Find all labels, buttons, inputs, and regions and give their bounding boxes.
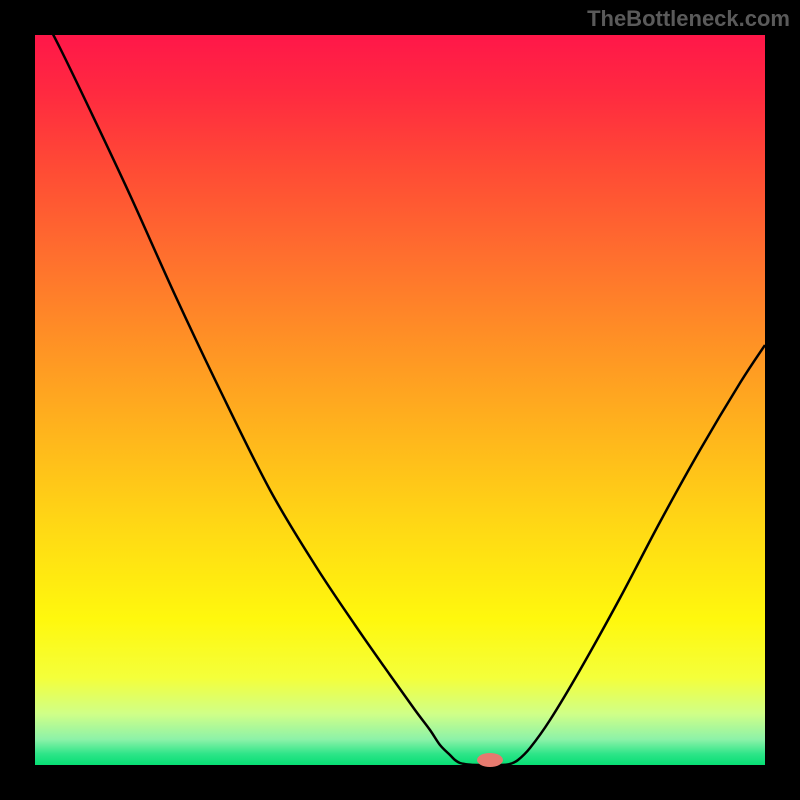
watermark-text: TheBottleneck.com [587, 6, 790, 32]
plot-background [35, 35, 765, 765]
optimal-marker [477, 753, 503, 767]
chart-container: TheBottleneck.com [0, 0, 800, 800]
bottleneck-chart [0, 0, 800, 800]
